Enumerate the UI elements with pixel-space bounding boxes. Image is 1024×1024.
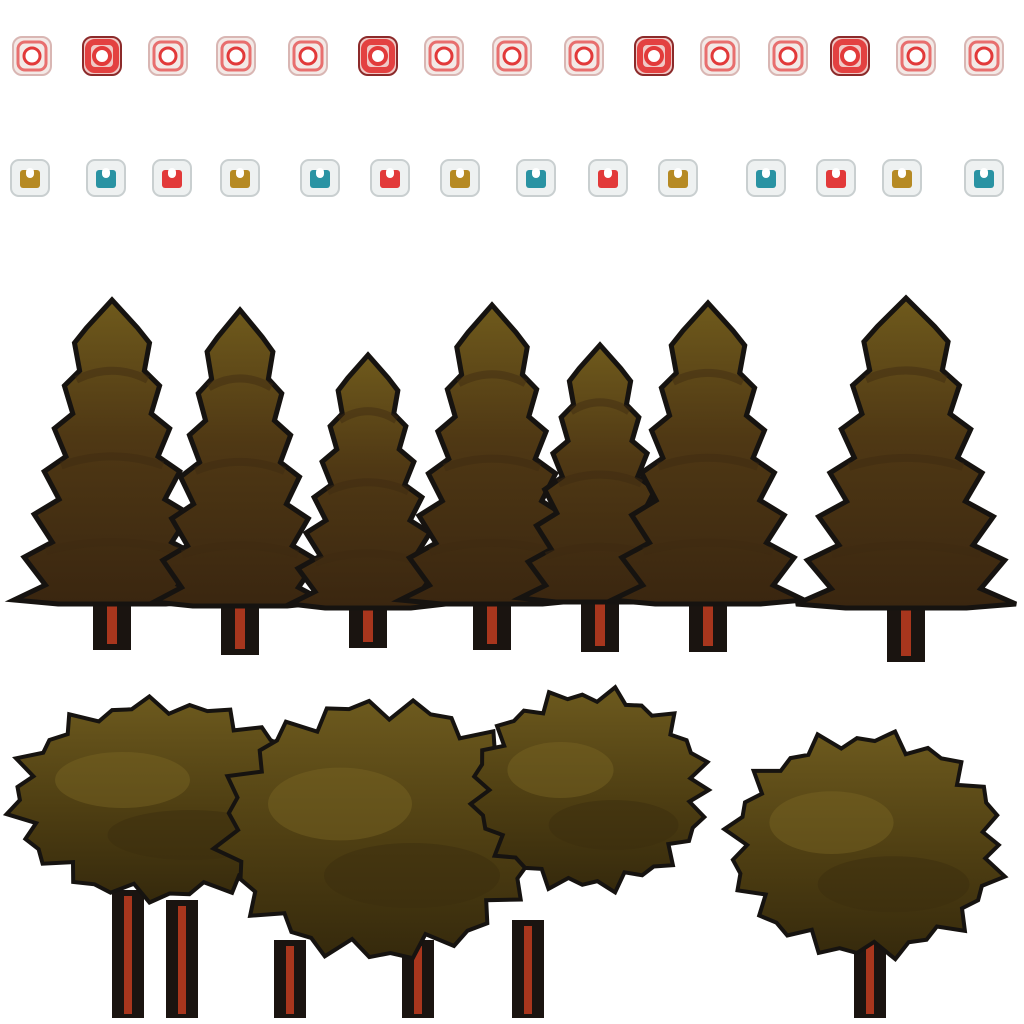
string-light-bulb (358, 36, 398, 76)
string-light-bulb (964, 36, 1004, 76)
light-row-top (12, 36, 1004, 76)
string-light-bulb (300, 159, 340, 197)
broadleaf-tree-icon (467, 684, 713, 1018)
pine-tree-icon (602, 299, 814, 652)
string-light-bulb (440, 159, 480, 197)
string-light-bulb (700, 36, 740, 76)
string-light-bulb (86, 159, 126, 197)
string-light-bulb (220, 159, 260, 197)
string-light-bulb (148, 36, 188, 76)
string-light-bulb (82, 36, 122, 76)
broadleaf-tree-row (2, 684, 1009, 1018)
pine-tree-row (4, 294, 1017, 662)
string-light-bulb (10, 159, 50, 197)
string-light-bulb (216, 36, 256, 76)
string-light-bulb (370, 159, 410, 197)
string-light-bulb (882, 159, 922, 197)
string-light-bulb (288, 36, 328, 76)
broadleaf-tree-icon (720, 728, 1009, 1018)
string-light-bulb (516, 159, 556, 197)
broadleaf-tree-icon (209, 697, 552, 1018)
string-light-bulb (152, 159, 192, 197)
string-light-bulb (634, 36, 674, 76)
string-light-bulb (588, 159, 628, 197)
string-light-bulb (768, 36, 808, 76)
string-light-bulb (896, 36, 936, 76)
string-light-bulb (964, 159, 1004, 197)
string-light-bulb (12, 36, 52, 76)
pine-tree-icon (145, 306, 335, 655)
pine-tree-icon (4, 296, 220, 650)
pine-tree-icon (281, 351, 455, 648)
string-light-bulb (746, 159, 786, 197)
string-light-bulb (564, 36, 604, 76)
string-light-bulb (424, 36, 464, 76)
string-light-bulb (816, 159, 856, 197)
pine-tree-icon (511, 341, 689, 652)
string-light-bulb (492, 36, 532, 76)
light-row-bottom (10, 159, 1004, 197)
string-light-bulb (658, 159, 698, 197)
pine-tree-icon (795, 294, 1017, 662)
string-light-bulb (830, 36, 870, 76)
